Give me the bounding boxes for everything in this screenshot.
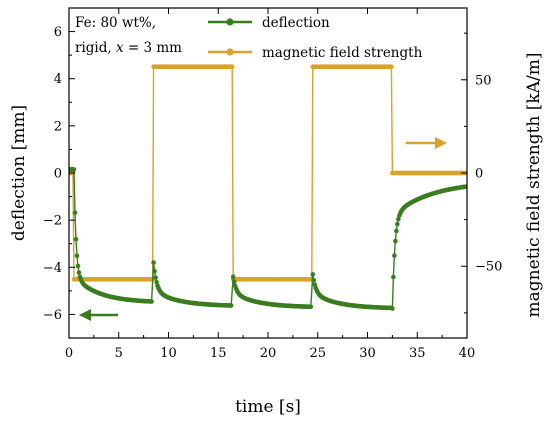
x-tick-label: 0 (65, 346, 73, 361)
annotation-variable: x (116, 40, 124, 56)
legend-deflection-marker (226, 18, 234, 26)
legend-field-label: magnetic field strength (262, 45, 423, 61)
x-tick-label: 25 (309, 346, 326, 361)
deflection-point (310, 272, 316, 277)
x-axis-title: time [s] (235, 397, 301, 417)
deflection-point (393, 238, 398, 244)
x-tick-label: 35 (409, 346, 426, 361)
deflection-point (308, 304, 314, 310)
legend-field-marker (226, 48, 234, 56)
deflection-point (149, 299, 154, 304)
right-axis-title: magnetic field strength [kA/m] (524, 53, 544, 318)
legend: deflection magnetic field strength (208, 15, 423, 61)
x-tick-label: 15 (210, 346, 227, 361)
deflection-point (152, 268, 157, 274)
deflection-point (395, 221, 400, 227)
ticks-layer: 0 5 10 15 20 25 30 35 40 −6 −4 −2 0 2 4 6 −50 0 50 (43, 7, 502, 361)
deflection-point (392, 253, 397, 258)
annotation-text-b: = 3 mm (124, 40, 183, 56)
right-axis-arrow-head (435, 137, 447, 149)
y-left-tick-label: −2 (43, 214, 62, 229)
field-strength-point (229, 64, 235, 70)
deflection-point (153, 275, 158, 280)
deflection-point (228, 303, 234, 308)
deflection-point (151, 260, 156, 265)
deflection-point (74, 253, 80, 259)
y-right-tick-label: 0 (475, 167, 483, 182)
deflection-point (75, 263, 81, 269)
y-left-tick-label: 4 (54, 72, 62, 87)
deflection-point (396, 216, 401, 222)
left-axis-arrow (79, 309, 118, 321)
series-layer (69, 64, 467, 311)
annotation-line-2: rigid, x = 3 mm (75, 40, 182, 56)
deflection-line (69, 168, 467, 310)
deflection-point (73, 236, 79, 242)
right-axis-arrow (406, 137, 447, 149)
deflection-point (463, 184, 467, 189)
x-tick-label: 30 (359, 346, 376, 361)
deflection-point (231, 279, 237, 285)
y-left-tick-label: −6 (43, 308, 62, 323)
deflection-point (72, 210, 78, 215)
field-strength-point (389, 64, 394, 70)
deflection-point (230, 274, 236, 280)
left-axis-arrow-head (79, 309, 91, 321)
x-tick-label: 40 (459, 346, 476, 361)
deflection-point (76, 270, 82, 275)
deflection-point (311, 278, 317, 283)
left-axis-title: deflection [mm] (9, 105, 29, 241)
x-tick-label: 5 (115, 346, 123, 361)
deflection-point (154, 279, 159, 285)
deflection-point (71, 167, 77, 172)
y-left-tick-label: −4 (43, 261, 62, 276)
y-left-tick-label: 0 (54, 167, 62, 182)
x-tick-label: 20 (260, 346, 277, 361)
y-left-tick-label: 6 (54, 25, 62, 40)
deflection-point (390, 306, 395, 311)
annotation-text-a: rigid, (75, 40, 116, 56)
y-left-tick-label: 2 (54, 119, 62, 134)
y-right-tick-label: −50 (475, 260, 502, 275)
deflection-point (391, 274, 396, 280)
deflection-point (394, 228, 399, 234)
annotation-line-1: Fe: 80 wt%, (75, 15, 156, 31)
x-tick-label: 10 (160, 346, 177, 361)
y-right-tick-label: 50 (475, 73, 492, 88)
legend-deflection-label: deflection (262, 15, 330, 31)
